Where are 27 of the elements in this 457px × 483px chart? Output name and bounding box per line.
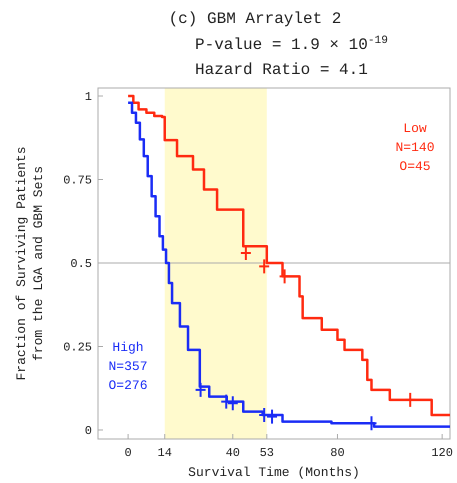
chart-title: (c) GBM Arraylet 2 [168,10,342,28]
x-tick-label: 80 [330,446,345,460]
y-tick-label: 1 [84,90,92,104]
annotation: O=276 [108,378,148,393]
point [226,395,239,412]
y-axis-title: Fraction of Surviving Patients from the LGA and GBM Sets [14,146,46,381]
y-tick-label: 0.5 [70,257,92,271]
x-tick-label: 120 [431,446,453,460]
y-tick-label: 0 [84,424,92,438]
y-tick-label: 0.75 [63,174,92,188]
x-tick-label: 53 [260,446,274,460]
text: Low [403,121,427,136]
point [278,268,291,284]
point [404,392,416,408]
y-tick-label: 0.25 [63,340,92,354]
point [266,408,278,425]
text: High [112,340,144,355]
point [258,258,270,274]
x-tick-label: 0 [124,446,132,460]
x-tick-label: 14 [158,446,172,460]
annotation: N=140 [395,140,435,155]
x-axis-title: Survival Time (Months) [188,465,360,480]
text: P-value = 1.9 × 10$^{-19}$ Hazard Ratio = 4.1 [195,35,388,79]
annotation: O=45 [399,159,431,174]
x-tick-label: 40 [226,446,240,460]
annotation: N=357 [108,359,148,374]
point [194,382,207,398]
